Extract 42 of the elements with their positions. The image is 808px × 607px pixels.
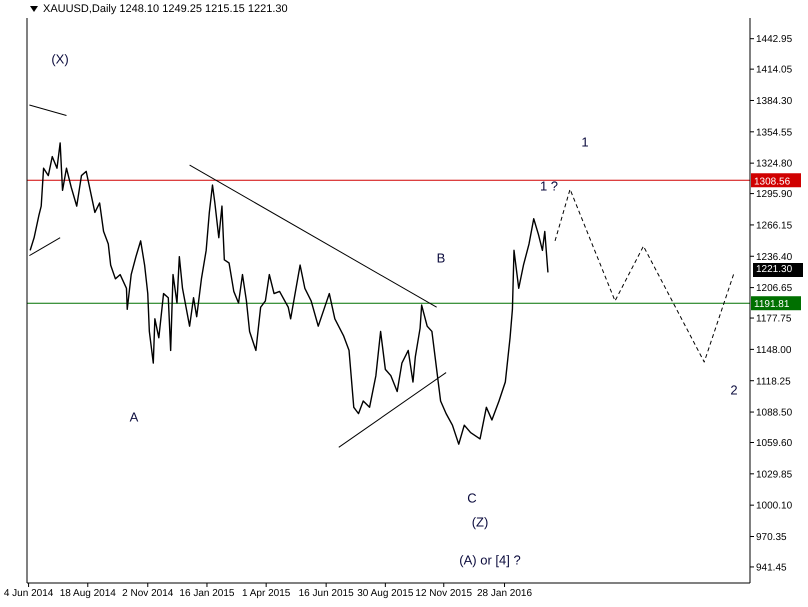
annotation: 1 (581, 134, 589, 150)
chart-title: XAUUSD,Daily 1248.10 1249.25 1215.15 1221.30 (43, 3, 288, 15)
annotation: B (436, 250, 446, 266)
y-tick-label: 1059.60 (756, 438, 793, 450)
y-tick-label: 1414.05 (756, 64, 793, 76)
y-tick-label: 1177.75 (756, 314, 792, 325)
y-tick-label: 1442.95 (756, 34, 793, 46)
x-tick-label: 18 Aug 2014 (60, 588, 116, 600)
annotation: C (467, 490, 477, 506)
annotation: (A) or [4] ? (459, 552, 521, 568)
y-tick-label: 1029.85 (756, 469, 793, 480)
y-tick-label: 1354.55 (756, 127, 793, 138)
text: 1221.30 (753, 263, 803, 277)
y-tick-label: 1295.90 (756, 189, 793, 200)
x-tick-label: 28 Jan 2016 (476, 588, 532, 600)
y-tick-label: 1148.00 (756, 344, 792, 356)
y-tick-label: 1000.10 (756, 500, 793, 512)
ref-line-label: 1191.81 (754, 299, 790, 310)
y-tick-label: 1384.30 (756, 96, 793, 108)
y-tick-label: 1118.25 (756, 376, 792, 388)
line-series (554, 188, 735, 363)
x-tick-label: 16 Jun 2015 (298, 588, 354, 600)
y-tick-label: 970.35 (756, 532, 788, 544)
x-tick-label: 1 Apr 2015 (242, 588, 291, 600)
ref-line-label: 1308.56 (754, 176, 791, 188)
x-tick-label: 2 Nov 2014 (122, 588, 174, 600)
annotation: (X) (51, 52, 69, 66)
x-tick-label: 4 Jun 2014 (4, 588, 54, 600)
annotation: A (130, 410, 138, 424)
line-series (29, 142, 549, 445)
y-tick-label: 1324.80 (756, 158, 793, 170)
x-tick-label: 12 Nov 2015 (415, 588, 473, 600)
x-tick-label: 30 Aug 2015 (357, 588, 414, 600)
y-tick-label: 1206.65 (756, 283, 793, 294)
annotation: 1 ? (540, 178, 558, 194)
annotation: 2 (730, 382, 738, 398)
y-tick-label: 941.45 (756, 562, 788, 574)
y-tick-label: 1266.15 (756, 220, 793, 232)
y-tick-label: 1088.50 (756, 408, 793, 419)
x-tick-label: 16 Jan 2015 (179, 588, 235, 600)
annotation: (Z) (472, 514, 488, 530)
y-tick-label: 1236.40 (756, 252, 793, 263)
